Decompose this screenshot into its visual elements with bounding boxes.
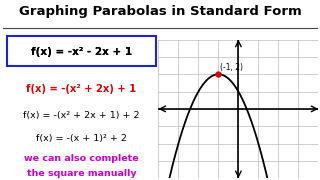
Text: f(x) = -(x² + 2x + 1) + 2: f(x) = -(x² + 2x + 1) + 2 (23, 111, 140, 120)
Text: the square manually: the square manually (27, 169, 136, 178)
Text: (-1, 2): (-1, 2) (220, 63, 243, 72)
Text: f(x) = -x² - 2x + 1: f(x) = -x² - 2x + 1 (31, 47, 132, 57)
Text: we can also complete: we can also complete (24, 154, 139, 163)
Text: f(x) = -(x + 1)² + 2: f(x) = -(x + 1)² + 2 (36, 134, 127, 143)
Text: f(x) = -(x² + 2x) + 1: f(x) = -(x² + 2x) + 1 (27, 84, 137, 94)
FancyBboxPatch shape (7, 36, 156, 66)
Text: Graphing Parabolas in Standard Form: Graphing Parabolas in Standard Form (19, 4, 301, 17)
Text: f(x) = -x² - 2x + 1: f(x) = -x² - 2x + 1 (31, 47, 132, 57)
